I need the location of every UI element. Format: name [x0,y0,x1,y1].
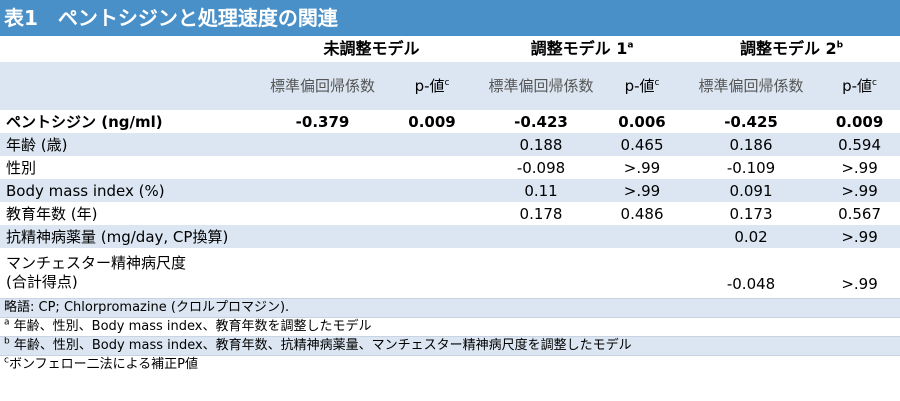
results-table: 未調整モデル 調整モデル 1a 調整モデル 2b 標準偏回帰係数 p-値c 標準… [0,36,900,298]
row-label: ペントシジン (ng/ml) [0,110,262,133]
table-cell: 0.006 [601,110,684,133]
table-cell: -0.425 [683,110,820,133]
table-cell: 0.465 [601,133,684,156]
group-header-model1: 調整モデル 1a [481,36,684,62]
pval-header: p-値c [601,62,684,110]
table-cell: 0.091 [683,179,820,202]
table-cell [383,179,482,202]
table-cell: >.99 [819,179,900,202]
table-cell [262,225,383,248]
table-cell: 0.009 [819,110,900,133]
table-cell: 0.11 [481,179,602,202]
footnote-b: b 年齢、性別、Body mass index、教育年数、抗精神病薬量、マンチェ… [0,336,900,355]
group-header-model2: 調整モデル 2b [683,36,900,62]
table-cell [262,156,383,179]
pval-header: p-値c [819,62,900,110]
row-label: マンチェスター精神病尺度 (合計得点) [0,248,262,298]
table-cell [383,202,482,225]
pval-header: p-値c [383,62,482,110]
table-cell: 0.567 [819,202,900,225]
row-label-line1: マンチェスター精神病尺度 [6,254,187,272]
row-label: 抗精神病薬量 (mg/day, CP換算) [0,225,262,248]
table-cell [601,248,684,298]
table-cell: 0.188 [481,133,602,156]
table-cell [601,225,684,248]
table-cell [481,225,602,248]
table-cell [481,248,602,298]
coef-header: 標準偏回帰係数 [683,62,820,110]
table-cell: 0.173 [683,202,820,225]
table-cell [383,156,482,179]
table-row: 教育年数 (年) 0.178 0.486 0.173 0.567 [0,202,900,225]
table-cell [262,179,383,202]
table-row: 抗精神病薬量 (mg/day, CP換算) 0.02 >.99 [0,225,900,248]
table-cell: -0.379 [262,110,383,133]
table-title: 表1 ペントシジンと処理速度の関連 [0,0,900,36]
table-cell: 0.178 [481,202,602,225]
table-cell: >.99 [601,179,684,202]
coef-header: 標準偏回帰係数 [262,62,383,110]
table-row: 性別 -0.098 >.99 -0.109 >.99 [0,156,900,179]
row-label: Body mass index (%) [0,179,262,202]
column-header-row: 標準偏回帰係数 p-値c 標準偏回帰係数 p-値c 標準偏回帰係数 p-値c [0,62,900,110]
coef-header: 標準偏回帰係数 [481,62,602,110]
table-cell: 0.486 [601,202,684,225]
table-cell: 0.186 [683,133,820,156]
table-cell: >.99 [819,248,900,298]
table-cell: 0.594 [819,133,900,156]
table-cell: -0.048 [683,248,820,298]
table-row: ペントシジン (ng/ml) -0.379 0.009 -0.423 0.006… [0,110,900,133]
table-cell: >.99 [819,156,900,179]
row-label: 性別 [0,156,262,179]
table-cell: -0.109 [683,156,820,179]
table-cell [383,248,482,298]
table-cell [383,133,482,156]
row-label-line2: (合計得点) [6,273,78,291]
table-cell [262,202,383,225]
footnote-c: cボンフェロー二法による補正P値 [0,355,900,374]
table-cell [262,133,383,156]
table-cell [383,225,482,248]
table-cell: -0.098 [481,156,602,179]
table-cell: >.99 [819,225,900,248]
table-cell: >.99 [601,156,684,179]
table-footnotes: 略語: CP; Chlorpromazine (クロルプロマジン). a 年齢、… [0,298,900,374]
table-cell: 0.02 [683,225,820,248]
group-header-unadjusted: 未調整モデル [262,36,482,62]
table-cell: 0.009 [383,110,482,133]
row-label: 教育年数 (年) [0,202,262,225]
table-row: Body mass index (%) 0.11 >.99 0.091 >.99 [0,179,900,202]
footnote-a: a 年齢、性別、Body mass index、教育年数を調整したモデル [0,317,900,336]
table-row: マンチェスター精神病尺度 (合計得点) -0.048 >.99 [0,248,900,298]
table-cell [262,248,383,298]
table-cell: -0.423 [481,110,602,133]
footnote-abbrev: 略語: CP; Chlorpromazine (クロルプロマジン). [0,298,900,317]
row-label: 年齢 (歳) [0,133,262,156]
table-row: 年齢 (歳) 0.188 0.465 0.186 0.594 [0,133,900,156]
group-header-row: 未調整モデル 調整モデル 1a 調整モデル 2b [0,36,900,62]
